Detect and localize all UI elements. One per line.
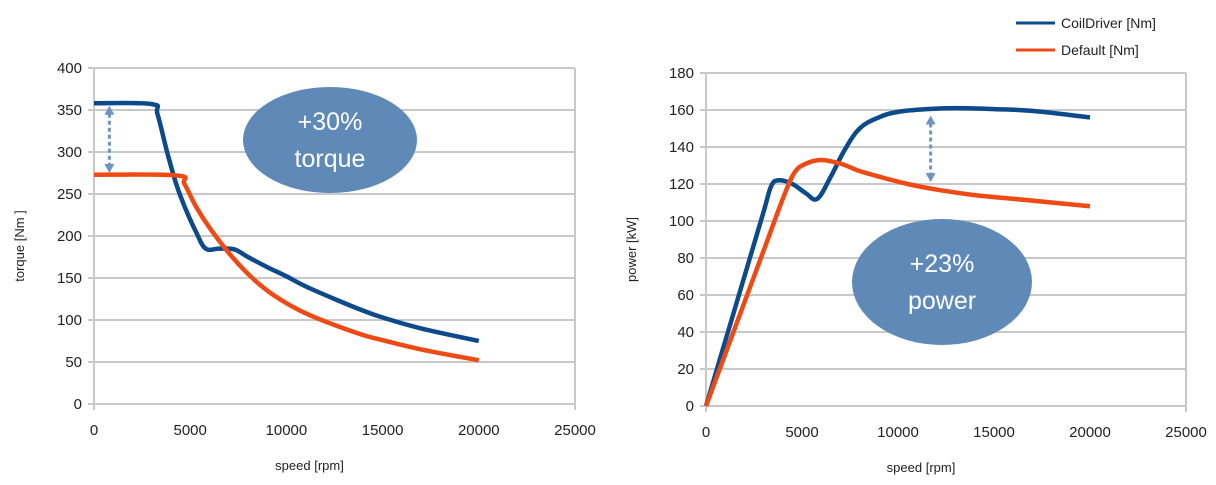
x-tick-label: 10000 — [266, 422, 308, 439]
legend-label: Default [Nm] — [1061, 42, 1139, 58]
x-tick-label: 0 — [702, 424, 710, 441]
x-tick-label: 25000 — [554, 422, 596, 439]
y-tick-label: 140 — [669, 139, 694, 156]
y-tick-label: 0 — [686, 398, 694, 415]
y-tick-label: 60 — [677, 287, 694, 304]
y-tick-label: 350 — [57, 102, 82, 119]
annotation-line2: torque — [295, 145, 366, 173]
series-line-coildriver — [703, 105, 1091, 407]
series-line-default — [93, 172, 480, 363]
y-tick-label: 40 — [677, 324, 694, 341]
y-axis-label: torque [Nm ] — [12, 210, 27, 282]
annotation-line1: +23% — [910, 250, 975, 278]
x-tick-label: 10000 — [877, 424, 919, 441]
arrow-head-up — [104, 105, 115, 115]
x-tick-label: 25000 — [1165, 424, 1207, 441]
y-tick-label: 20 — [677, 361, 694, 378]
y-tick-label: 180 — [669, 65, 694, 82]
y-tick-label: 300 — [57, 144, 82, 161]
y-tick-label: 400 — [57, 60, 82, 77]
series-line-default — [703, 157, 1091, 407]
x-tick-label: 5000 — [174, 422, 207, 439]
x-axis-label: speed [rpm] — [887, 460, 956, 475]
chart-torque: 0 50 100 150 200 250 300 350 400 0 5000 10000 15000 2… — [12, 60, 596, 473]
y-tick-label: 100 — [57, 312, 82, 329]
y-axis-label: power [kW] — [624, 217, 639, 282]
x-tick-label: 5000 — [785, 424, 818, 441]
y-tick-label: 50 — [65, 354, 82, 371]
x-tick-label: 0 — [90, 422, 98, 439]
legend: CoilDriver [Nm] Default [Nm] — [1016, 15, 1156, 58]
annotation-line1: +30% — [298, 108, 363, 136]
series-line-coildriver — [93, 100, 480, 344]
arrow-head-up — [925, 115, 936, 125]
annotation-bubble — [243, 87, 417, 193]
y-tick-label: 250 — [57, 186, 82, 203]
y-tick-label: 200 — [57, 228, 82, 245]
x-tick-label: 20000 — [458, 422, 500, 439]
x-tick-label: 15000 — [973, 424, 1015, 441]
chart-power: 0 20 40 60 80 100 120 140 160 180 0 5000 10000 15000 2… — [624, 65, 1207, 475]
legend-label: CoilDriver [Nm] — [1061, 15, 1156, 31]
y-tick-label: 100 — [669, 213, 694, 230]
y-tick-label: 80 — [677, 250, 694, 267]
arrow-head-down — [925, 173, 936, 183]
y-tick-label: 120 — [669, 176, 694, 193]
annotation-bubble — [852, 219, 1032, 345]
arrow-head-down — [104, 164, 115, 173]
x-tick-label: 20000 — [1069, 424, 1111, 441]
y-tick-label: 0 — [74, 396, 82, 413]
y-tick-label: 160 — [669, 102, 694, 119]
x-axis-label: speed [rpm] — [275, 458, 344, 473]
y-tick-label: 150 — [57, 270, 82, 287]
x-tick-label: 15000 — [362, 422, 404, 439]
annotation-line2: power — [908, 287, 976, 315]
